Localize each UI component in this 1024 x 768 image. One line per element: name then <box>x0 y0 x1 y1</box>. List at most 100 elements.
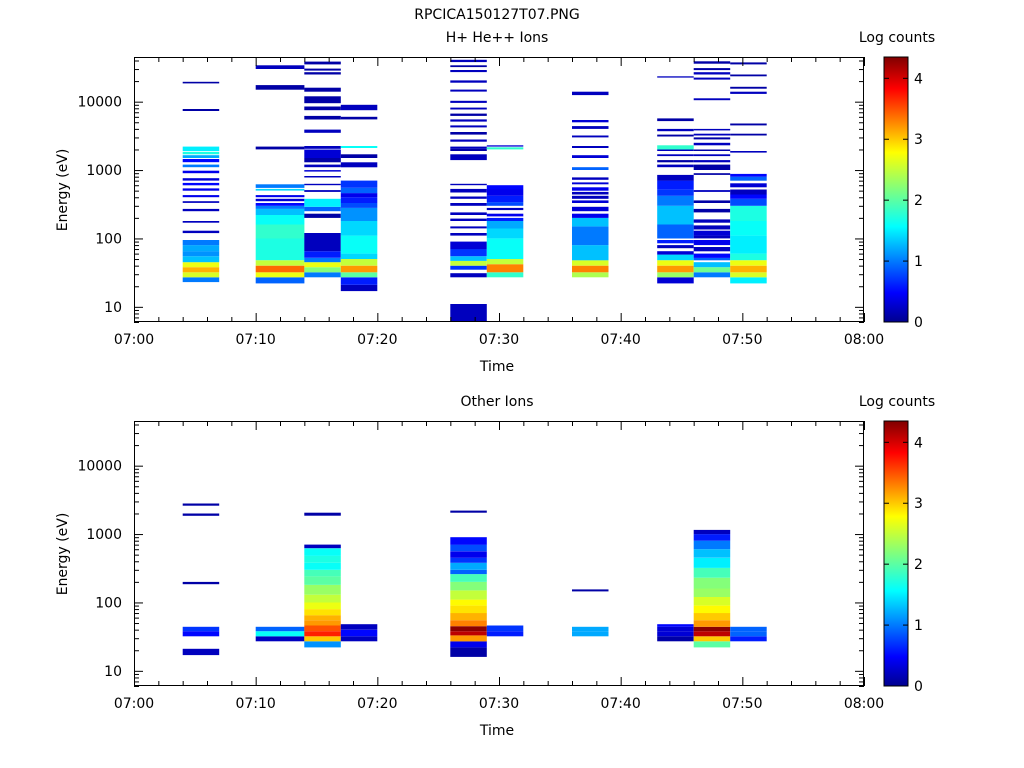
spectrogram-cell <box>450 154 487 161</box>
spectrogram-cell <box>340 636 378 642</box>
spectrogram-cell <box>693 597 731 606</box>
spectrogram-cell <box>182 245 220 252</box>
spectrogram-cell <box>486 238 524 259</box>
spectrogram-cell <box>693 641 731 648</box>
spectrogram-cell <box>255 626 305 632</box>
spectrogram-cell <box>693 588 731 597</box>
spectrogram-cell <box>304 262 341 268</box>
spectrogram-cell <box>304 625 341 632</box>
spectrogram-cell <box>450 59 487 63</box>
spectrogram-cell <box>340 624 378 630</box>
x-tick-label: 07:20 <box>357 696 397 712</box>
spectrogram-cell <box>450 139 487 142</box>
spectrogram-cell <box>486 259 524 265</box>
spectrogram-cell <box>693 77 731 80</box>
spectrogram-cell <box>340 284 378 292</box>
colorbar-tick-label: 3 <box>914 132 923 148</box>
spectrogram-cell <box>182 581 220 585</box>
spectrogram-cell <box>572 155 609 158</box>
spectrogram-cell <box>572 182 609 185</box>
spectrogram-cell <box>255 188 305 191</box>
x-tick-label: 07:50 <box>722 696 762 712</box>
spectrogram-cell <box>182 240 220 246</box>
spectrogram-cell <box>657 174 694 181</box>
spectrogram-cell <box>340 162 378 168</box>
spectrogram-cell <box>730 194 767 199</box>
spectrogram-cell <box>657 134 694 137</box>
x-tick-label: 07:20 <box>357 332 397 348</box>
spectrogram-cell <box>572 167 609 170</box>
spectrogram-cell <box>304 636 341 642</box>
spectrogram-cell <box>182 230 220 234</box>
spectrogram-cell <box>657 626 694 632</box>
spectrogram-cell <box>304 548 341 556</box>
panel-bottom-colorbar-ticks: 0 1 2 3 4 <box>884 435 923 695</box>
spectrogram-cell <box>657 260 694 266</box>
spectrogram-cell <box>450 100 487 103</box>
spectrogram-cell <box>255 198 305 202</box>
spectrogram-cell <box>730 198 767 206</box>
x-tick-label: 08:00 <box>844 332 884 348</box>
spectrogram-cell <box>340 259 378 266</box>
spectrogram-cell <box>450 256 487 261</box>
spectrogram-cell <box>572 226 609 246</box>
spectrogram-cell <box>340 203 378 208</box>
spectrogram-cell <box>304 602 341 609</box>
spectrogram-cell <box>340 104 378 111</box>
x-tick-label: 07:30 <box>479 332 519 348</box>
spectrogram-cell <box>182 272 220 278</box>
spectrogram-cell <box>304 183 341 186</box>
spectrogram-cell <box>450 551 487 558</box>
spectrogram-cell <box>693 549 731 558</box>
spectrogram-cell <box>572 135 609 138</box>
spectrogram-cell <box>182 256 220 263</box>
spectrogram-cell <box>450 537 487 545</box>
spectrogram-cell <box>572 631 609 637</box>
spectrogram-cell <box>450 273 487 278</box>
panel-bottom-colorbar-label: Log counts <box>859 394 935 410</box>
spectrogram-cell <box>450 233 487 236</box>
x-tick-label: 07:10 <box>235 696 275 712</box>
spectrogram-cell <box>255 636 305 642</box>
spectrogram-cell <box>450 641 487 648</box>
spectrogram-cell <box>693 577 731 589</box>
spectrogram-cell <box>450 574 487 582</box>
spectrogram-cell <box>572 217 609 227</box>
spectrogram-cell <box>304 146 341 149</box>
spectrogram-cell <box>657 624 694 627</box>
spectrogram-cell <box>182 164 220 168</box>
spectrogram-cell <box>450 544 487 552</box>
spectrogram-cell <box>486 202 524 206</box>
spectrogram-cell <box>730 626 767 632</box>
spectrogram-cell <box>730 91 767 94</box>
spectrogram-cell <box>693 137 731 140</box>
spectrogram-cell <box>572 260 609 266</box>
spectrogram-cell <box>304 68 341 71</box>
spectrogram-cell <box>450 304 487 322</box>
spectrogram-cell <box>486 185 524 190</box>
spectrogram-cell <box>572 191 609 195</box>
spectrogram-cell <box>340 207 378 221</box>
spectrogram-cell <box>657 245 694 249</box>
spectrogram-cell <box>657 272 694 278</box>
spectrogram-cell <box>182 155 220 158</box>
spectrogram-cell <box>255 260 305 266</box>
spectrogram-cell <box>730 277 767 284</box>
spectrogram-cell <box>450 203 487 206</box>
spectrogram-cell <box>486 213 524 217</box>
panel-bottom-ylabel: Energy (eV) <box>55 513 71 596</box>
y-tick-label: 10 <box>104 300 122 316</box>
panel-top-colorbar-ticks: 0 1 2 3 4 <box>884 71 923 331</box>
spectrogram-cell <box>450 581 487 591</box>
spectrogram-cell <box>255 272 305 278</box>
spectrogram-cell <box>340 272 378 278</box>
spectrogram-cell <box>255 203 305 206</box>
spectrogram-cell <box>693 257 731 261</box>
spectrogram-cell <box>340 277 378 285</box>
y-tick-label: 100 <box>95 595 122 611</box>
spectrogram-cell <box>572 200 609 203</box>
panel-top-colorbar <box>883 56 909 323</box>
spectrogram-cell <box>486 147 524 150</box>
spectrogram-cell <box>657 195 694 206</box>
spectrogram-cell <box>693 208 731 213</box>
